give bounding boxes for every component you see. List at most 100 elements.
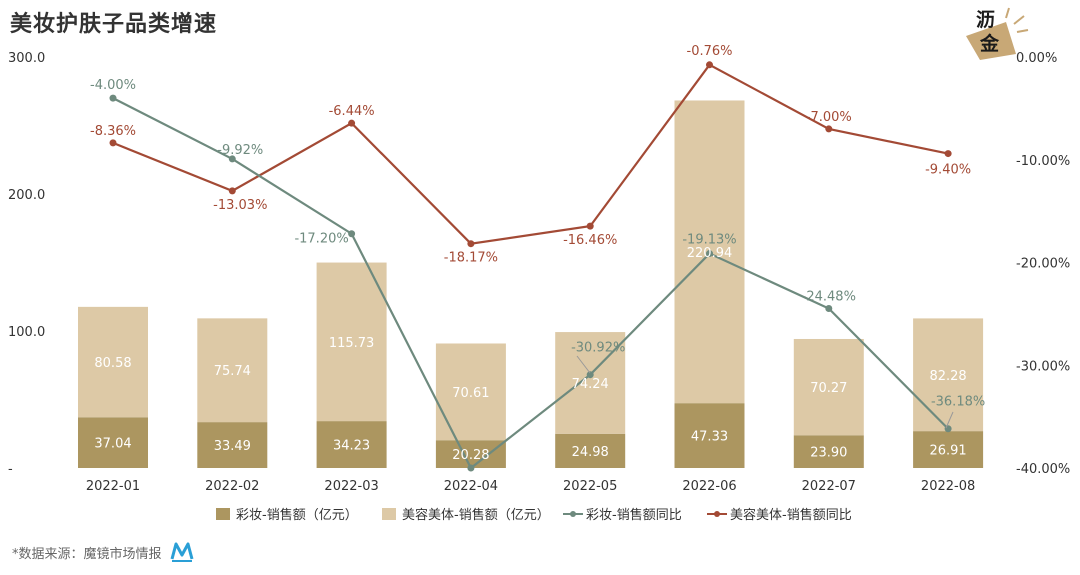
bar-top-label: 75.74 (214, 364, 251, 379)
beauty-yoy-label: -16.46% (563, 233, 617, 248)
bar-bottom (78, 417, 148, 468)
source-text: *数据来源：魔镜市场情报 (12, 546, 162, 562)
bar-bottom (555, 433, 626, 468)
y-left-tick-label: 200.0 (8, 188, 45, 203)
bar-top (316, 262, 387, 422)
bar-top-label: 220.94 (687, 246, 733, 261)
beauty-yoy-label: -6.44% (329, 104, 375, 119)
bar-top-label: 70.27 (810, 381, 847, 396)
x-tick-label: 2022-07 (802, 479, 856, 494)
beauty-yoy-label: -13.03% (213, 198, 267, 213)
beauty-yoy-line (112, 63, 949, 245)
data-labels: 37.04 80.58 33.49 75.74 34.23 115.73 20.28 70.6… (90, 44, 985, 463)
bar-bottom (913, 431, 984, 468)
color-yoy-point (348, 230, 356, 238)
y-right-tick-label: -30.00% (1016, 359, 1070, 374)
bar-top-label: 74.24 (572, 377, 609, 392)
bar-top-label: 82.28 (929, 369, 966, 384)
brand-char-1: 沥 (976, 9, 996, 31)
bar-top-label: 80.58 (94, 356, 131, 371)
bar-bottom-label: 47.33 (691, 430, 728, 445)
bar-top (913, 318, 984, 432)
y-right-tick-label: -40.00% (1016, 462, 1070, 477)
bar-bottom (197, 422, 268, 468)
color-yoy-label: -19.13% (682, 233, 736, 248)
beauty-yoy-label: -9.40% (925, 163, 971, 178)
callout-leader (576, 355, 591, 374)
bars (78, 100, 984, 468)
y-right-tick-label: 0.00% (1016, 51, 1057, 66)
bar-bottom (793, 435, 864, 468)
y-left-tick-label: 100.0 (8, 325, 45, 340)
color-yoy-label: -36.18% (931, 395, 985, 410)
brand-logo-graphic (966, 7, 1029, 60)
color-yoy-label: -4.00% (90, 78, 136, 93)
bar-bottom-label: 24.98 (572, 445, 609, 460)
bar-top (78, 306, 148, 418)
lines (109, 61, 954, 472)
x-tick-label: 2022-01 (86, 479, 140, 494)
x-tick-label: 2022-05 (563, 479, 617, 494)
bar-top (197, 318, 268, 423)
y-right-tick-label: -20.00% (1016, 257, 1070, 272)
x-tick-label: 2022-02 (205, 479, 259, 494)
color-yoy-point (228, 155, 236, 163)
color-yoy-point (467, 464, 475, 472)
color-yoy-line (112, 97, 949, 470)
brand-char-2: 金 (980, 33, 1000, 55)
legend-label: 美容美体-销售额（亿元） (402, 507, 550, 523)
color-yoy-point (109, 94, 117, 102)
color-yoy-point (825, 305, 833, 313)
beauty-yoy-point (586, 222, 594, 230)
color-yoy-label: -30.92% (571, 341, 625, 356)
beauty-yoy-label: -18.17% (444, 251, 498, 266)
bar-top (793, 338, 864, 436)
beauty-yoy-point (228, 187, 236, 195)
legend-swatch-dot (570, 511, 576, 517)
bar-top-label: 70.61 (452, 386, 489, 401)
color-yoy-label: -17.20% (294, 232, 348, 247)
beauty-yoy-point (706, 61, 713, 69)
beauty-yoy-point (109, 139, 117, 147)
brand-logo-shape (966, 22, 1016, 60)
bar-top (555, 332, 626, 434)
beauty-yoy-label: -8.36% (90, 124, 136, 139)
beauty-yoy-label: -0.76% (687, 44, 733, 59)
x-tick-label: 2022-08 (921, 479, 975, 494)
y-right-tick-label: -10.00% (1016, 154, 1070, 169)
beauty-yoy-label: -7.00% (806, 110, 852, 125)
legend-label: 美容美体-销售额同比 (730, 507, 852, 523)
color-yoy-label: -24.48% (802, 290, 856, 305)
legend: 彩妆-销售额（亿元） 美容美体-销售额（亿元） 彩妆-销售额同比 美容美体-销售额同比 (216, 507, 852, 523)
bar-bottom-label: 37.04 (94, 437, 131, 452)
callout-leader (945, 411, 954, 429)
beauty-yoy-point (944, 150, 952, 158)
source-note: *数据来源：魔镜市场情报 (12, 541, 196, 563)
x-tick-label: 2022-04 (444, 479, 498, 494)
bar-bottom-label: 26.91 (929, 444, 966, 459)
chart-title: 美妆护肤子品类增速 (10, 12, 218, 37)
bar-top-label: 115.73 (329, 336, 375, 351)
bar-bottom-label: 20.28 (452, 448, 489, 463)
bar-bottom-label: 34.23 (333, 439, 370, 454)
axes: - 100.0 200.0 300.0 0.00% -10.00% -20.00% -30.0… (8, 51, 1070, 494)
color-yoy-point (944, 425, 952, 433)
beauty-yoy-point (467, 240, 475, 248)
legend-swatch-dot (714, 511, 720, 517)
color-yoy-point (706, 250, 713, 258)
x-tick-label: 2022-06 (682, 479, 736, 494)
x-tick-label: 2022-03 (324, 479, 378, 494)
beauty-yoy-point (348, 119, 356, 127)
color-yoy-label: -9.92% (217, 143, 263, 158)
bar-bottom (674, 403, 745, 468)
legend-label: 彩妆-销售额（亿元） (236, 507, 358, 523)
legend-label: 彩妆-销售额同比 (586, 507, 682, 523)
bar-bottom (316, 421, 387, 468)
bar-bottom-label: 23.90 (810, 446, 847, 461)
market-intel-logo-icon (170, 542, 193, 562)
y-left-tick-label: - (8, 462, 13, 477)
legend-swatch (216, 508, 230, 520)
color-yoy-point (586, 371, 594, 379)
bar-bottom-label: 33.49 (214, 439, 251, 454)
